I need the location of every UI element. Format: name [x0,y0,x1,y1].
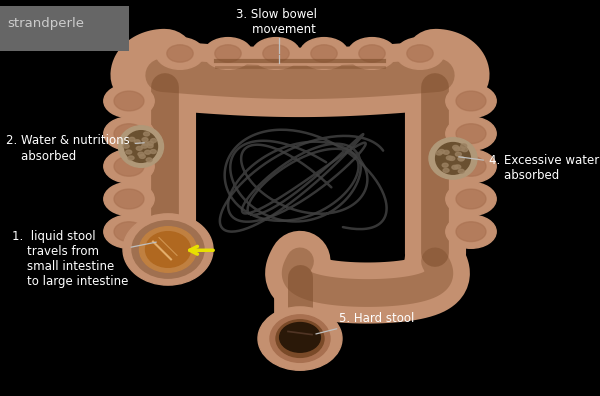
Circle shape [104,150,154,183]
Circle shape [311,45,337,62]
Circle shape [442,163,448,167]
Circle shape [123,144,129,148]
Circle shape [452,145,458,149]
Circle shape [104,117,154,150]
Circle shape [455,165,461,169]
Ellipse shape [140,227,197,272]
Text: 1.  liquid stool
    travels from
    small intestine
    to large intestine: 1. liquid stool travels from small intes… [12,230,156,288]
Circle shape [446,117,496,150]
FancyBboxPatch shape [0,6,129,51]
Ellipse shape [258,307,342,370]
Circle shape [136,147,142,150]
Circle shape [104,84,154,118]
Circle shape [396,38,444,69]
Circle shape [142,144,148,148]
Circle shape [114,124,144,144]
Circle shape [143,142,149,146]
Circle shape [128,156,134,160]
Circle shape [436,151,442,155]
Circle shape [138,152,144,156]
Ellipse shape [119,126,163,167]
Circle shape [104,215,154,248]
Circle shape [146,158,152,162]
Circle shape [215,45,241,62]
Circle shape [456,189,486,209]
Circle shape [148,141,154,145]
Ellipse shape [146,232,191,267]
Circle shape [449,156,455,160]
Circle shape [252,38,300,69]
Circle shape [126,150,132,154]
Circle shape [452,165,458,169]
Ellipse shape [436,143,470,174]
Circle shape [204,38,252,69]
Circle shape [143,132,149,136]
Circle shape [446,150,496,183]
Circle shape [114,156,144,176]
Circle shape [150,150,156,154]
Circle shape [462,148,468,152]
Circle shape [456,91,486,111]
Circle shape [114,189,144,209]
Circle shape [359,45,385,62]
Circle shape [142,138,148,142]
Text: 5. Hard stool: 5. Hard stool [316,312,415,334]
Circle shape [439,149,445,153]
Circle shape [114,91,144,111]
Circle shape [461,144,467,148]
Circle shape [443,150,449,154]
Ellipse shape [280,322,320,352]
Circle shape [443,168,449,172]
Circle shape [456,124,486,144]
Text: 3. Slow bowel
    movement: 3. Slow bowel movement [235,8,317,36]
Circle shape [458,147,464,150]
Circle shape [263,45,289,62]
Circle shape [456,156,486,176]
Circle shape [167,45,193,62]
Ellipse shape [429,138,477,179]
Circle shape [446,84,496,118]
Circle shape [134,140,140,144]
Circle shape [407,45,433,62]
Ellipse shape [125,131,157,162]
Circle shape [151,139,157,143]
Circle shape [156,38,204,69]
Circle shape [454,147,460,151]
Circle shape [147,144,153,148]
Circle shape [446,215,496,248]
Ellipse shape [123,214,213,285]
Circle shape [458,157,464,161]
Circle shape [458,157,464,161]
Circle shape [139,154,145,158]
Text: strandperle: strandperle [7,17,84,30]
Circle shape [446,156,452,160]
Text: 4. Excessive water
    absorbed: 4. Excessive water absorbed [459,154,599,182]
Ellipse shape [270,315,330,362]
Circle shape [129,137,135,141]
Circle shape [348,38,396,69]
Circle shape [458,169,464,173]
Circle shape [145,150,151,154]
Ellipse shape [132,221,204,278]
Circle shape [455,152,461,156]
Circle shape [456,222,486,242]
Circle shape [446,182,496,216]
Circle shape [114,222,144,242]
Ellipse shape [276,320,324,357]
Text: 2. Water & nutritions
    absorbed: 2. Water & nutritions absorbed [6,135,144,162]
Circle shape [300,38,348,69]
Circle shape [104,182,154,216]
